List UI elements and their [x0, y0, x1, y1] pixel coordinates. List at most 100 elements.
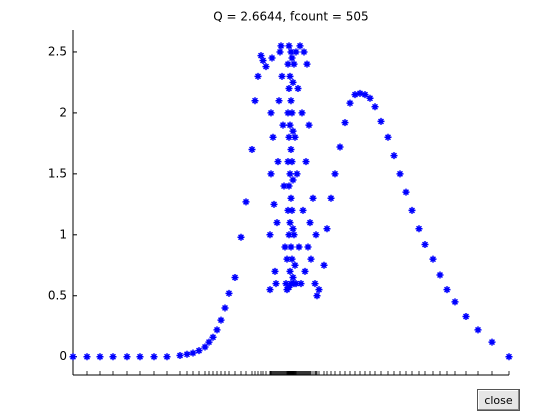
point [402, 188, 410, 196]
point [267, 109, 275, 117]
point [291, 133, 299, 141]
point [312, 231, 320, 239]
point [351, 91, 359, 99]
point [136, 353, 144, 361]
point [286, 170, 294, 178]
point [287, 145, 295, 153]
point [278, 72, 286, 80]
point [284, 60, 292, 68]
point [488, 338, 496, 346]
point [287, 48, 295, 56]
point [285, 231, 293, 239]
point [306, 219, 314, 227]
point [309, 194, 317, 202]
point [336, 143, 344, 151]
point [286, 219, 294, 227]
chart-title: Q = 2.6644, fcount = 505 [213, 10, 368, 24]
point [436, 271, 444, 279]
point [213, 326, 221, 334]
point [83, 353, 91, 361]
point [248, 145, 256, 153]
point [505, 353, 513, 361]
point [429, 255, 437, 263]
point [288, 109, 296, 117]
y-tick-label: 0 [59, 349, 67, 363]
point [287, 243, 295, 251]
point [286, 121, 294, 129]
point [303, 60, 311, 68]
point [292, 48, 300, 56]
point [377, 117, 385, 125]
point [290, 231, 298, 239]
point [443, 286, 451, 294]
point [287, 194, 295, 202]
point [356, 89, 364, 97]
point [285, 42, 293, 50]
point [327, 194, 335, 202]
point [281, 243, 289, 251]
point [313, 292, 321, 300]
point [289, 225, 297, 233]
point [209, 333, 217, 341]
point [277, 42, 285, 50]
point [267, 170, 275, 178]
point [266, 286, 274, 294]
point [195, 347, 203, 355]
point [276, 48, 284, 56]
point [302, 158, 310, 166]
point [288, 206, 296, 214]
point [221, 304, 229, 312]
point [331, 170, 339, 178]
point [254, 72, 262, 80]
point [451, 298, 459, 306]
point [298, 109, 306, 117]
point [286, 72, 294, 80]
point [289, 273, 297, 281]
point [237, 233, 245, 241]
point [270, 200, 278, 208]
point [285, 133, 293, 141]
point [96, 353, 104, 361]
point [390, 152, 398, 160]
point [285, 85, 293, 93]
point [290, 60, 298, 68]
point [300, 48, 308, 56]
point [307, 255, 315, 263]
point [217, 316, 225, 324]
point [269, 133, 277, 141]
point [176, 351, 184, 359]
point [271, 267, 279, 275]
point [294, 85, 302, 93]
point [282, 280, 290, 288]
point [296, 42, 304, 50]
point [274, 158, 282, 166]
point [341, 119, 349, 127]
point [163, 353, 171, 361]
point [304, 243, 312, 251]
point [242, 198, 250, 206]
point [286, 267, 294, 275]
point [289, 127, 297, 135]
point [474, 326, 482, 334]
point [225, 289, 233, 297]
point [346, 99, 354, 107]
point [295, 243, 303, 251]
point [301, 267, 309, 275]
point [284, 206, 292, 214]
point [283, 255, 291, 263]
point [421, 241, 429, 249]
point [287, 97, 295, 105]
point [384, 133, 392, 141]
point [462, 312, 470, 320]
point [311, 280, 319, 288]
point [293, 170, 301, 178]
point [361, 91, 369, 99]
point [280, 182, 288, 190]
close-button[interactable]: close [477, 389, 520, 411]
point [285, 182, 293, 190]
point [284, 158, 292, 166]
point [205, 338, 213, 346]
y-tick-label: 0.5 [48, 288, 67, 302]
point [289, 176, 297, 184]
